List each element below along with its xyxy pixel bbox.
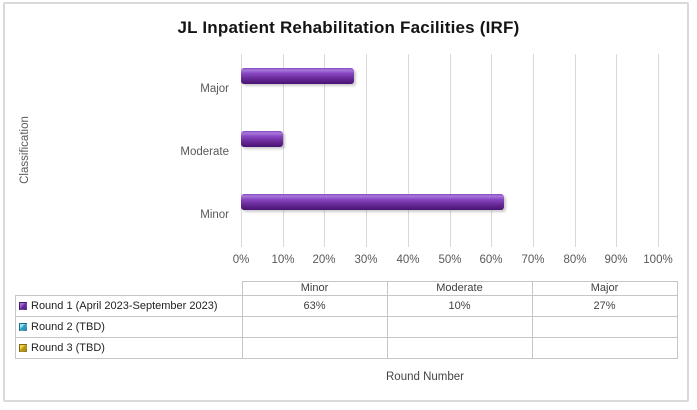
table-blank-corner xyxy=(16,282,243,296)
x-tick-label: 50% xyxy=(438,254,462,266)
value-cell xyxy=(241,337,388,359)
value-cell xyxy=(531,337,678,359)
series-label: Round 2 (TBD) xyxy=(31,321,105,333)
gridline-30% xyxy=(366,54,367,247)
legend-marker-icon xyxy=(19,344,27,352)
value-cell: 27% xyxy=(531,295,678,317)
x-tick-label: 40% xyxy=(396,254,420,266)
value-cell: 10% xyxy=(386,295,533,317)
x-tick-label: 20% xyxy=(312,254,336,266)
series-label-cell: Round 1 (April 2023-September 2023) xyxy=(15,295,243,317)
x-tick-label: 100% xyxy=(643,254,673,266)
bar-moderate xyxy=(241,131,283,147)
gridline-70% xyxy=(533,54,534,247)
table-row: Round 3 (TBD) xyxy=(15,337,678,359)
chart-title: JL Inpatient Rehabilitation Facilities (… xyxy=(177,18,520,37)
gridline-90% xyxy=(616,54,617,247)
value-cell xyxy=(386,337,533,359)
plot-area: 0% 10% 20% 30% 40% 50% 60% 70% 80% 90% 100% Major Mo… xyxy=(180,54,673,266)
x-tick-label: 70% xyxy=(521,254,545,266)
value-cell xyxy=(386,316,533,338)
category-label-minor: Minor xyxy=(200,209,229,221)
gridline-80% xyxy=(575,54,576,247)
value-cell: 63% xyxy=(241,295,388,317)
value-cell xyxy=(531,316,678,338)
data-table: Minor Moderate Major Round 1 (April 2023-Se… xyxy=(15,281,678,359)
gridline-0% xyxy=(241,54,242,247)
series-label-cell: Round 2 (TBD) xyxy=(15,316,243,338)
x-tick-label: 10% xyxy=(271,254,295,266)
legend-marker-icon xyxy=(19,302,27,310)
gridline-40% xyxy=(408,54,409,247)
gridline-10% xyxy=(283,54,284,247)
x-tick-label: 30% xyxy=(354,254,378,266)
x-tick-label: 60% xyxy=(479,254,503,266)
x-tick-label: 80% xyxy=(563,254,587,266)
column-header-moderate: Moderate xyxy=(386,281,533,296)
gridline-20% xyxy=(324,54,325,247)
series-label: Round 3 (TBD) xyxy=(31,342,105,354)
category-label-moderate: Moderate xyxy=(180,146,229,158)
category-label-major: Major xyxy=(200,83,229,95)
column-header-major: Major xyxy=(531,281,678,296)
bar-major xyxy=(241,68,354,84)
gridline-60% xyxy=(491,54,492,247)
table-row: Round 1 (April 2023-September 2023) 63% 10… xyxy=(15,295,678,317)
bar-minor xyxy=(241,194,504,210)
x-axis-title: Round Number xyxy=(386,371,464,383)
table-row: Round 2 (TBD) xyxy=(15,316,678,338)
y-axis-title: Classification xyxy=(19,116,31,184)
value-cell xyxy=(241,316,388,338)
series-label: Round 1 (April 2023-September 2023) xyxy=(31,300,218,312)
legend-marker-icon xyxy=(19,323,27,331)
gridline-100% xyxy=(658,54,659,247)
x-tick-label: 90% xyxy=(604,254,628,266)
gridline-50% xyxy=(450,54,451,247)
column-header-minor: Minor xyxy=(241,281,388,296)
series-label-cell: Round 3 (TBD) xyxy=(15,337,243,359)
x-tick-label: 0% xyxy=(232,254,250,266)
table-header-row: Minor Moderate Major xyxy=(16,281,678,296)
